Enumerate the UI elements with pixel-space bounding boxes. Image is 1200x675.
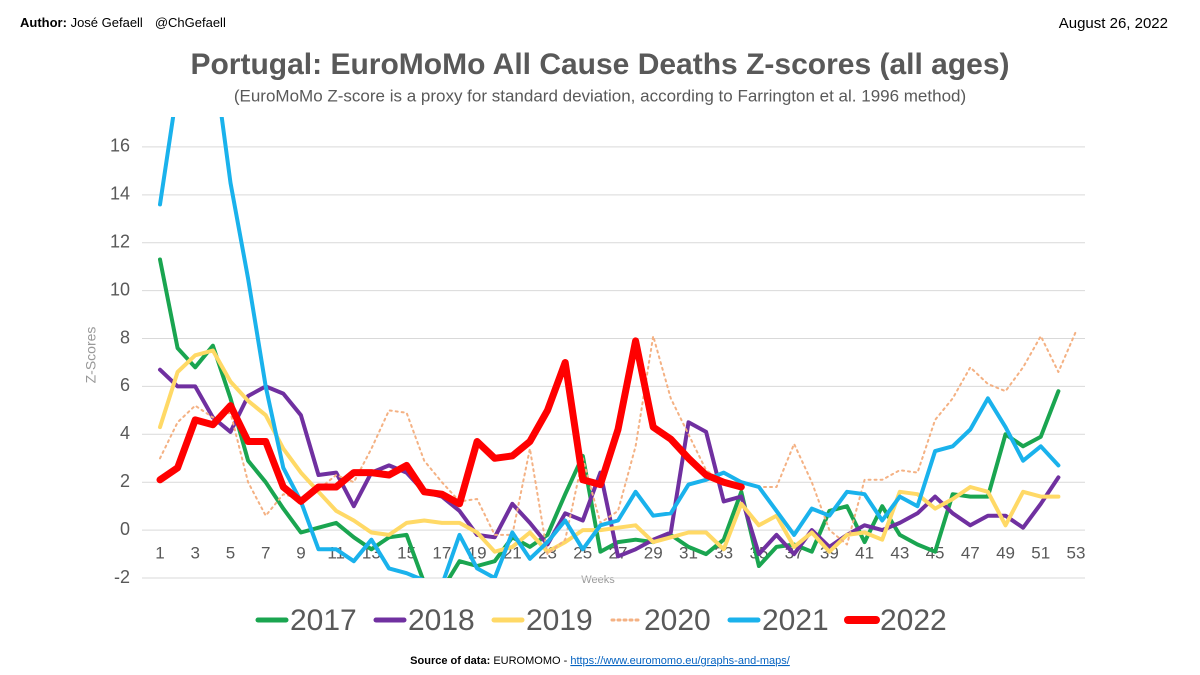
x-tick-label: 17 bbox=[432, 544, 451, 563]
y-tick-label: -2 bbox=[114, 567, 130, 587]
y-tick-label: 4 bbox=[120, 423, 130, 443]
legend-label: 2020 bbox=[644, 604, 711, 637]
source-line: Source of data: EUROMOMO - https://www.e… bbox=[410, 655, 791, 667]
y-tick-label: 12 bbox=[110, 231, 130, 251]
chart-title: Portugal: EuroMoMo All Cause Deaths Z-sc… bbox=[190, 48, 1009, 81]
x-axis-label: Weeks bbox=[581, 574, 615, 586]
date: August 26, 2022 bbox=[1059, 15, 1168, 32]
legend-label: 2019 bbox=[526, 604, 593, 637]
chart-subtitle: (EuroMoMo Z-score is a proxy for standar… bbox=[234, 86, 966, 105]
x-tick-label: 3 bbox=[191, 544, 200, 563]
series-line bbox=[158, 367, 1061, 559]
legend-label: 2022 bbox=[880, 604, 947, 637]
series-line bbox=[158, 348, 1061, 554]
source-label: Source of data: bbox=[410, 655, 490, 667]
x-tick-label: 5 bbox=[226, 544, 235, 563]
x-tick-label: 29 bbox=[644, 544, 663, 563]
x-tick-label: 53 bbox=[1067, 544, 1086, 563]
series-line bbox=[156, 337, 745, 508]
y-tick-label: 0 bbox=[120, 519, 130, 539]
author: José Gefaell bbox=[71, 15, 143, 30]
y-tick-label: 16 bbox=[110, 136, 130, 156]
series-line bbox=[158, 257, 1061, 578]
x-tick-label: 47 bbox=[961, 544, 980, 563]
plot-lines bbox=[156, 117, 1077, 578]
x-tick-label: 33 bbox=[714, 544, 733, 563]
y-tick-label: 14 bbox=[110, 184, 130, 204]
x-tick-label: 49 bbox=[996, 544, 1015, 563]
legend-label: 2021 bbox=[762, 604, 829, 637]
x-tick-label: 7 bbox=[261, 544, 270, 563]
y-tick-label: 8 bbox=[120, 327, 130, 347]
x-tick-label: 51 bbox=[1031, 544, 1050, 563]
x-tick-label: 25 bbox=[573, 544, 592, 563]
x-tick-label: 1 bbox=[155, 544, 164, 563]
y-axis-label: Z-Scores bbox=[83, 327, 99, 384]
legend-label: 2018 bbox=[408, 604, 475, 637]
y-tick-label: 6 bbox=[120, 375, 130, 395]
legend: 2017 2018 2019 2020 2021 2022 bbox=[255, 604, 947, 637]
source: EUROMOMO - bbox=[493, 655, 567, 667]
handle: @ChGefaell bbox=[155, 15, 226, 30]
author-label: Author: bbox=[20, 15, 67, 30]
x-tick-label: 43 bbox=[890, 544, 909, 563]
x-tick-label: 41 bbox=[855, 544, 874, 563]
y-tick-label: 2 bbox=[120, 471, 130, 491]
series-line bbox=[158, 117, 1061, 578]
author-line: Author: José Gefaell @ChGefaell bbox=[20, 15, 226, 30]
x-tick-label: 9 bbox=[296, 544, 305, 563]
legend-label: 2017 bbox=[290, 604, 357, 637]
source-link[interactable]: https://www.euromomo.eu/graphs-and-maps/ bbox=[570, 655, 790, 667]
y-tick-label: 10 bbox=[110, 279, 130, 299]
